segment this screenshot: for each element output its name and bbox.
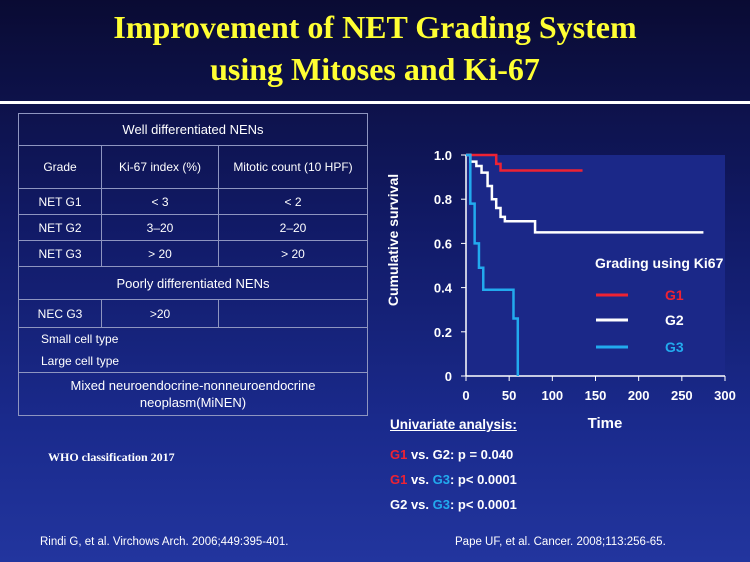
g3-label: G3 xyxy=(432,472,450,487)
x-axis-label: Time xyxy=(588,415,623,432)
ki67-cell: < 3 xyxy=(101,189,218,214)
title-divider xyxy=(0,101,750,104)
comparison-g1-g3: G1 vs. G3: p< 0.0001 xyxy=(390,472,517,487)
g2-vs-text: G2 vs. xyxy=(390,497,433,512)
who-classification-table: Well differentiated NENs Grade Ki-67 ind… xyxy=(18,113,368,416)
legend-label-g2: G2 xyxy=(665,312,684,328)
column-header-row: Grade Ki-67 index (%) Mitotic count (10 … xyxy=(19,145,367,188)
well-differentiated-header-row: Well differentiated NENs xyxy=(19,114,367,145)
p-value: p = 0.040 xyxy=(457,447,514,462)
col-ki67: Ki-67 index (%) xyxy=(101,146,218,188)
vs-text: vs. G2: xyxy=(407,447,458,462)
col-mitotic: Mitotic count (10 HPF) xyxy=(218,146,367,188)
mitotic-cell: < 2 xyxy=(218,189,367,214)
series-g1-line xyxy=(466,153,583,172)
y-tick-label: 0.8 xyxy=(434,192,452,207)
legend-title: Grading using Ki67 xyxy=(595,255,724,271)
poorly-differentiated-header: Poorly differentiated NENs xyxy=(116,275,270,291)
title-line-2: using Mitoses and Ki-67 xyxy=(210,51,540,87)
who-classification-note: WHO classification 2017 xyxy=(48,450,175,464)
title-line-1: Improvement of NET Grading System xyxy=(113,9,637,45)
small-cell-type: Small cell type xyxy=(41,332,119,346)
grade-cell: NET G2 xyxy=(38,220,82,235)
comparison-g2-g3: G2 vs. G3: p< 0.0001 xyxy=(390,497,517,512)
mitotic-cell: 2–20 xyxy=(218,215,367,240)
y-axis-label: Cumulative survival xyxy=(385,174,401,306)
x-tick-label: 300 xyxy=(714,388,736,403)
slide-title: Improvement of NET Grading System using … xyxy=(0,6,750,90)
ki67-cell: > 20 xyxy=(101,241,218,266)
reference-rindi: Rindi G, et al. Virchows Arch. 2006;449:… xyxy=(40,536,289,548)
y-tick-label: 0 xyxy=(445,369,452,384)
col-grade: Grade xyxy=(43,160,77,174)
legend-label-g3: G3 xyxy=(665,339,684,355)
ki67-cell: 3–20 xyxy=(101,215,218,240)
y-tick-label: 0.6 xyxy=(434,236,452,251)
table-row: NET G3 > 20 > 20 xyxy=(19,240,367,266)
mitotic-cell xyxy=(218,300,367,327)
table-row: NET G2 3–20 2–20 xyxy=(19,214,367,240)
legend-label-g1: G1 xyxy=(665,287,684,303)
mitotic-cell: > 20 xyxy=(218,241,367,266)
grade-cell: NEC G3 xyxy=(37,306,83,321)
ki67-cell: >20 xyxy=(101,300,218,327)
x-tick-label: 250 xyxy=(671,388,693,403)
table-row: NEC G3 >20 xyxy=(19,299,367,327)
poorly-differentiated-header-row: Poorly differentiated NENs xyxy=(19,266,367,299)
reference-pape: Pape UF, et al. Cancer. 2008;113:256-65. xyxy=(455,536,666,548)
x-tick-label: 0 xyxy=(462,388,469,403)
series-g2-line xyxy=(466,153,704,234)
grade-cell: NET G3 xyxy=(38,246,82,261)
g3-label: G3 xyxy=(432,497,450,512)
vs-text: vs. xyxy=(407,472,433,487)
table-row: NET G1 < 3 < 2 xyxy=(19,188,367,214)
series-g3-line xyxy=(466,153,520,376)
minen-cell: Mixed neuroendocrine-nonneuroendocrine n… xyxy=(70,378,316,410)
plot-area xyxy=(466,155,725,376)
g1-label: G1 xyxy=(390,447,408,462)
well-differentiated-header: Well differentiated NENs xyxy=(122,122,264,137)
p-value: : p< 0.0001 xyxy=(449,472,517,487)
g1-label: G1 xyxy=(390,472,408,487)
nec-subtypes-row: Small cell type Large cell type xyxy=(19,327,367,372)
y-tick-label: 1.0 xyxy=(434,148,452,163)
grade-cell: NET G1 xyxy=(38,194,82,209)
minen-row: Mixed neuroendocrine-nonneuroendocrine n… xyxy=(19,372,367,415)
x-tick-label: 150 xyxy=(585,388,607,403)
x-tick-label: 100 xyxy=(541,388,563,403)
univariate-title: Univariate analysis: xyxy=(390,417,517,432)
x-tick-label: 200 xyxy=(628,388,650,403)
y-tick-label: 0.2 xyxy=(434,325,452,340)
x-tick-label: 50 xyxy=(502,388,516,403)
p-value: : p< 0.0001 xyxy=(449,497,517,512)
large-cell-type: Large cell type xyxy=(41,354,120,368)
comparison-g1-g2: G1 vs. G2: p = 0.040 xyxy=(390,447,513,462)
y-tick-label: 0.4 xyxy=(434,281,453,296)
